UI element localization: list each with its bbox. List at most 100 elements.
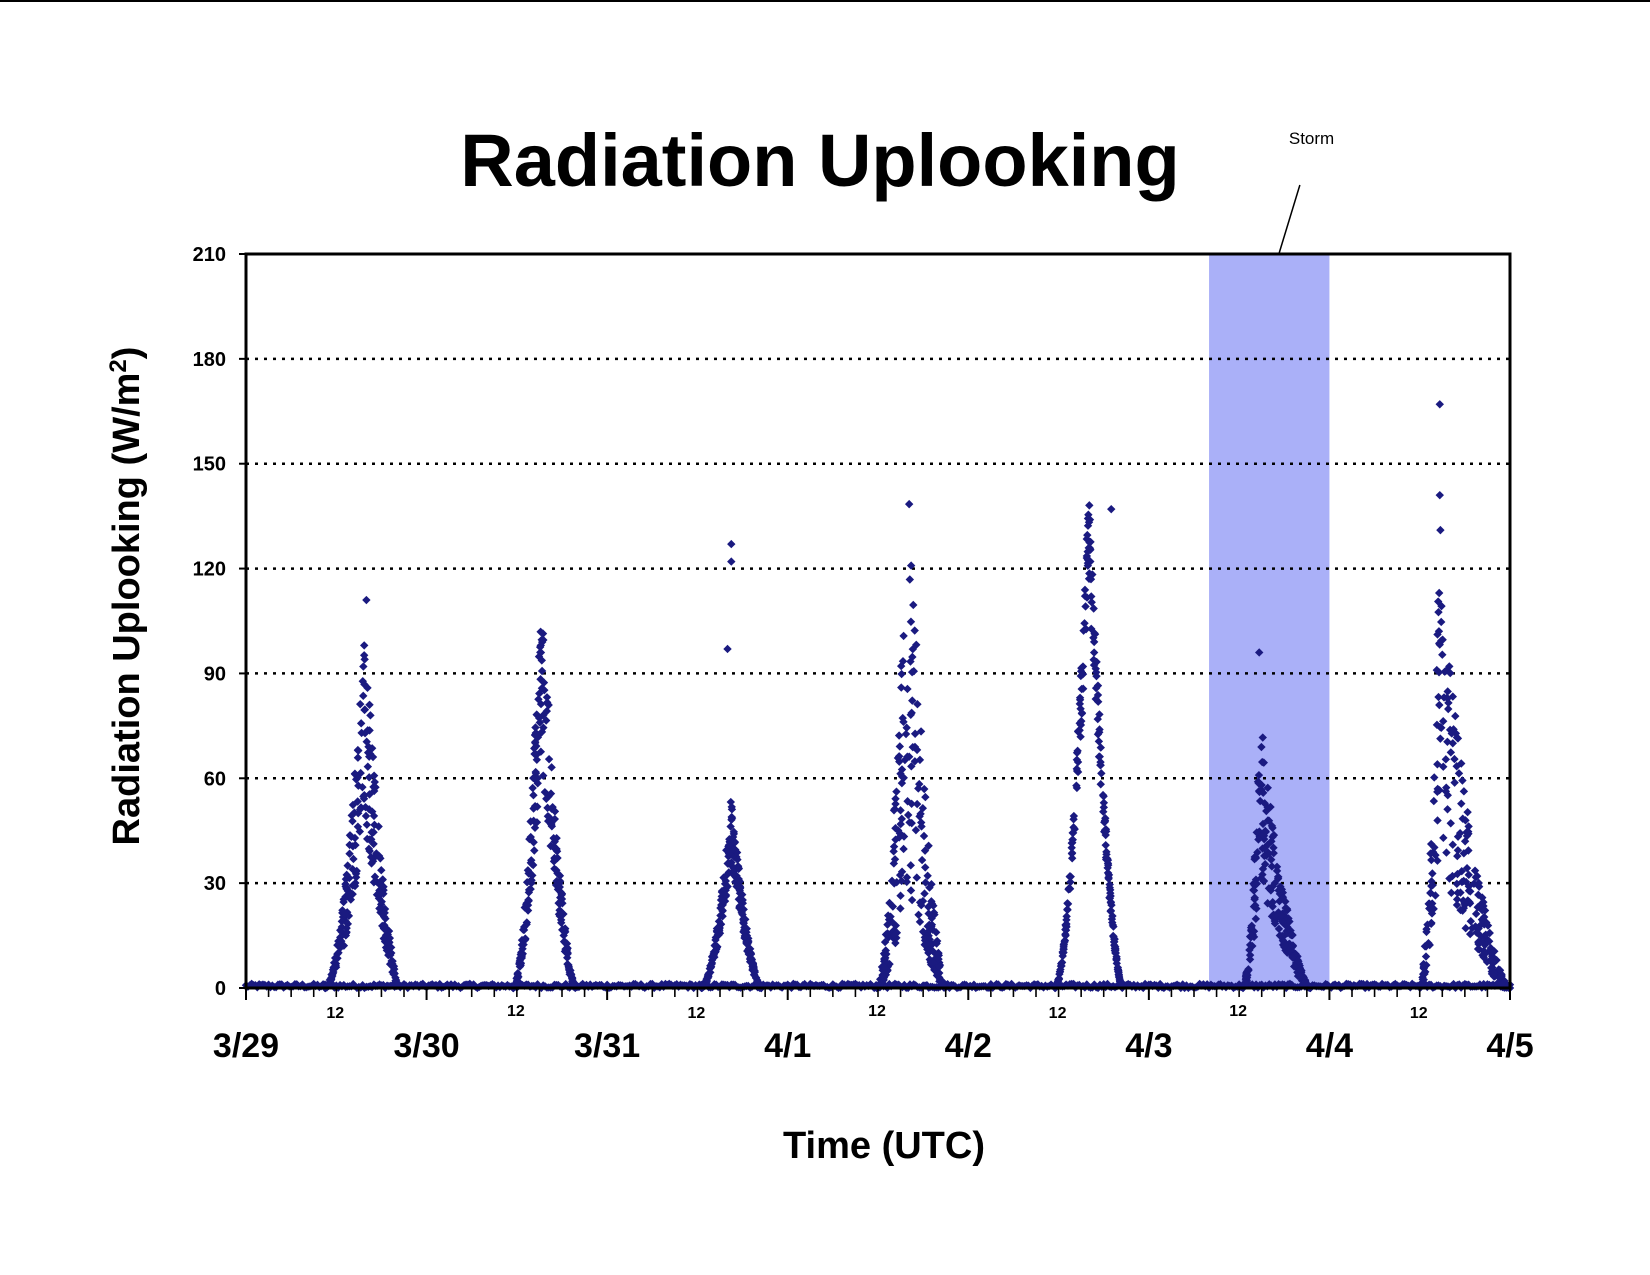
data-point bbox=[1087, 592, 1096, 601]
data-point bbox=[1056, 965, 1065, 974]
data-point bbox=[1106, 907, 1115, 916]
data-point bbox=[1083, 521, 1093, 530]
data-point bbox=[1096, 743, 1105, 752]
data-point bbox=[1261, 827, 1271, 837]
data-point bbox=[1284, 946, 1293, 955]
data-point bbox=[345, 831, 355, 840]
data-point bbox=[513, 968, 523, 978]
data-point bbox=[741, 932, 750, 941]
data-point bbox=[363, 726, 372, 735]
data-point bbox=[374, 851, 384, 861]
data-point bbox=[1425, 904, 1434, 913]
data-point bbox=[1273, 872, 1283, 881]
data-point bbox=[537, 684, 547, 693]
data-point bbox=[1482, 918, 1491, 927]
data-point bbox=[889, 847, 898, 856]
data-point bbox=[1452, 900, 1462, 910]
data-point bbox=[875, 979, 885, 988]
data-point bbox=[377, 897, 386, 906]
data-point bbox=[901, 729, 911, 739]
data-point bbox=[363, 683, 372, 693]
data-point bbox=[739, 915, 748, 924]
data-point bbox=[1096, 780, 1105, 789]
data-point bbox=[511, 979, 521, 989]
data-point bbox=[373, 878, 382, 887]
y-tick-label-120: 120 bbox=[193, 559, 226, 581]
data-point bbox=[1455, 828, 1465, 838]
data-point bbox=[890, 930, 899, 940]
data-point bbox=[560, 947, 570, 956]
data-point bbox=[516, 958, 526, 968]
data-point bbox=[881, 958, 890, 967]
data-point bbox=[353, 822, 363, 831]
data-point bbox=[893, 753, 903, 763]
x-day-label: 4/2 bbox=[945, 1027, 992, 1065]
data-point bbox=[350, 881, 360, 891]
data-point bbox=[1480, 906, 1490, 915]
data-point bbox=[578, 979, 587, 989]
data-point bbox=[360, 680, 369, 689]
data-point bbox=[345, 849, 354, 858]
data-point bbox=[524, 895, 533, 905]
data-point bbox=[1182, 981, 1191, 990]
data-point bbox=[1438, 650, 1447, 659]
data-point bbox=[1474, 878, 1483, 888]
data-point bbox=[1099, 792, 1108, 801]
data-point bbox=[920, 889, 929, 898]
data-point bbox=[724, 868, 733, 877]
data-point bbox=[891, 938, 900, 948]
data-point bbox=[512, 974, 521, 983]
data-point bbox=[891, 799, 900, 809]
data-point bbox=[531, 767, 540, 777]
data-point bbox=[544, 754, 554, 764]
data-point bbox=[1093, 690, 1103, 700]
data-point bbox=[1269, 910, 1278, 919]
data-point bbox=[934, 954, 943, 964]
data-point bbox=[1069, 811, 1079, 821]
data-point bbox=[561, 927, 570, 937]
data-point bbox=[1345, 980, 1355, 989]
data-point bbox=[560, 937, 570, 946]
data-point bbox=[896, 904, 905, 913]
data-point bbox=[1248, 941, 1257, 951]
x-day-label: 3/30 bbox=[393, 1027, 459, 1065]
data-point bbox=[380, 921, 389, 930]
data-point bbox=[907, 762, 916, 771]
data-point bbox=[1461, 924, 1470, 933]
data-point bbox=[1155, 979, 1165, 989]
data-point bbox=[913, 699, 922, 709]
data-point bbox=[1435, 700, 1444, 710]
data-point bbox=[1092, 671, 1101, 681]
data-point bbox=[532, 818, 542, 827]
storm-annotation-leader bbox=[1278, 184, 1301, 255]
data-point bbox=[537, 666, 547, 676]
data-point bbox=[356, 699, 365, 709]
data-point bbox=[1437, 617, 1446, 627]
data-point bbox=[896, 661, 906, 671]
data-point bbox=[536, 747, 546, 756]
data-point bbox=[912, 873, 921, 882]
data-point bbox=[1245, 945, 1254, 955]
data-point bbox=[714, 925, 724, 934]
data-point bbox=[1073, 746, 1082, 756]
data-point bbox=[522, 918, 532, 927]
data-point bbox=[931, 966, 941, 976]
data-point bbox=[1052, 981, 1061, 990]
data-point bbox=[927, 958, 936, 968]
data-point bbox=[1113, 967, 1123, 976]
data-point bbox=[897, 669, 906, 679]
data-point bbox=[1063, 899, 1072, 908]
data-point bbox=[1268, 902, 1277, 911]
data-point bbox=[1489, 972, 1499, 981]
y-tick-label-150: 150 bbox=[193, 454, 226, 476]
data-point bbox=[1260, 799, 1269, 808]
data-point bbox=[1483, 921, 1493, 930]
data-point bbox=[1257, 980, 1266, 989]
y-tick-label-0: 0 bbox=[215, 978, 226, 1000]
data-point bbox=[1427, 909, 1437, 918]
data-point bbox=[920, 784, 929, 794]
data-point bbox=[1296, 972, 1305, 981]
data-point bbox=[338, 912, 348, 922]
data-point bbox=[542, 693, 552, 702]
data-point bbox=[1255, 787, 1264, 797]
